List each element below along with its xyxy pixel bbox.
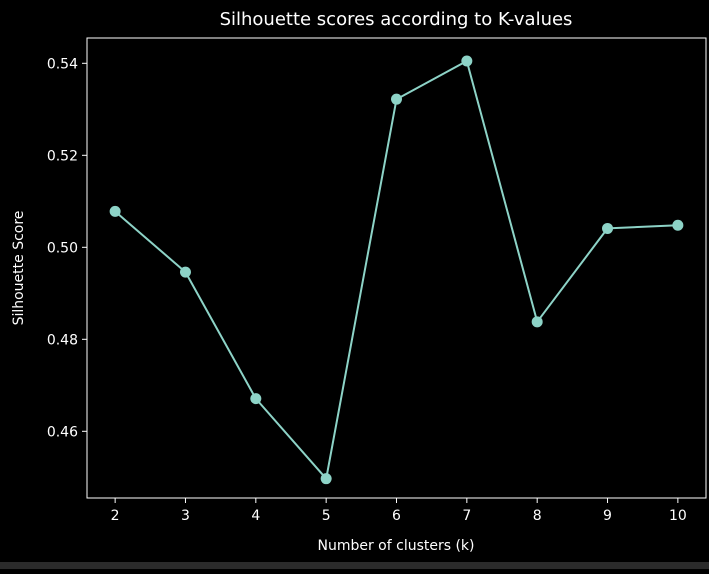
series-line <box>114 60 678 480</box>
data-point <box>250 393 262 405</box>
x-tick-label: 9 <box>603 508 612 524</box>
x-tick-label: 5 <box>322 508 331 524</box>
y-tick-label: 0.46 <box>47 424 78 440</box>
chart-title: Silhouette scores according to K-values <box>220 9 573 30</box>
x-tick-label: 6 <box>392 508 401 524</box>
data-point <box>672 219 684 231</box>
x-tick-label: 4 <box>251 508 260 524</box>
bottom-scrollbar-strip <box>0 562 709 569</box>
series-group <box>109 55 684 485</box>
data-point <box>109 205 121 217</box>
y-axis-label: Silhouette Score <box>11 211 27 326</box>
data-point <box>179 266 191 278</box>
y-tick-label: 0.48 <box>47 332 78 348</box>
x-tick-label: 2 <box>111 508 120 524</box>
y-axis: 0.46 0.48 0.50 0.52 0.54 <box>47 56 87 440</box>
data-point <box>461 55 473 67</box>
x-tick-label: 3 <box>181 508 190 524</box>
data-point <box>531 316 543 328</box>
x-axis-label: Number of clusters (k) <box>317 538 474 554</box>
x-tick-label: 10 <box>669 508 687 524</box>
data-point <box>602 222 614 234</box>
x-axis: 2 3 4 5 6 7 8 9 10 <box>111 498 687 524</box>
data-point <box>320 473 332 485</box>
y-tick-label: 0.52 <box>47 148 78 164</box>
x-tick-label: 8 <box>533 508 542 524</box>
y-tick-label: 0.54 <box>47 56 78 72</box>
x-tick-label: 7 <box>462 508 471 524</box>
y-tick-label: 0.50 <box>47 240 78 256</box>
data-point <box>391 93 402 105</box>
